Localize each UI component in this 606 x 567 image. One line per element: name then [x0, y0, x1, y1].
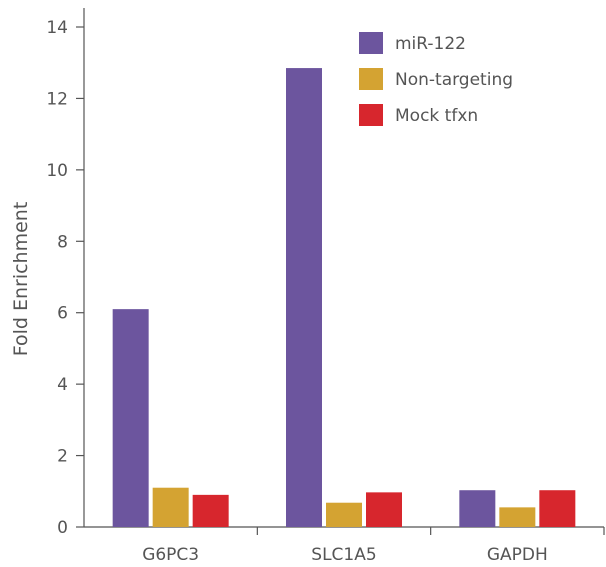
x-tick-label: GAPDH [487, 545, 548, 565]
y-tick-label: 2 [57, 447, 68, 467]
bar [112, 309, 149, 527]
bar [286, 68, 322, 528]
y-axis: 0 2 4 6 8 10 12 14 [46, 8, 85, 538]
bar [366, 492, 402, 527]
y-tick-label: 4 [57, 375, 68, 395]
y-tick-label: 10 [46, 161, 68, 181]
legend-swatch [359, 68, 383, 90]
x-tick-label: G6PC3 [142, 545, 199, 565]
x-axis: G6PC3 SLC1A5 GAPDH [84, 526, 605, 565]
legend-label: Non-targeting [395, 70, 513, 90]
bar [326, 502, 362, 527]
y-axis-title: Fold Enrichment [10, 202, 32, 357]
bars [112, 68, 576, 528]
bar [499, 507, 536, 527]
bar [152, 487, 189, 527]
y-tick-label: 14 [46, 18, 68, 38]
legend-label: miR-122 [395, 34, 466, 54]
legend-swatch [359, 104, 383, 126]
bar [539, 490, 576, 527]
y-tick-label: 6 [57, 304, 68, 324]
bar [192, 494, 229, 527]
y-tick-label: 12 [46, 89, 68, 109]
legend-swatch [359, 32, 383, 54]
legend-label: Mock tfxn [395, 106, 478, 126]
y-tick-label: 0 [57, 518, 68, 538]
legend: miR-122 Non-targeting Mock tfxn [359, 32, 513, 126]
y-tick-label: 8 [57, 232, 68, 252]
bar [459, 490, 496, 527]
x-tick-label: SLC1A5 [311, 545, 376, 565]
